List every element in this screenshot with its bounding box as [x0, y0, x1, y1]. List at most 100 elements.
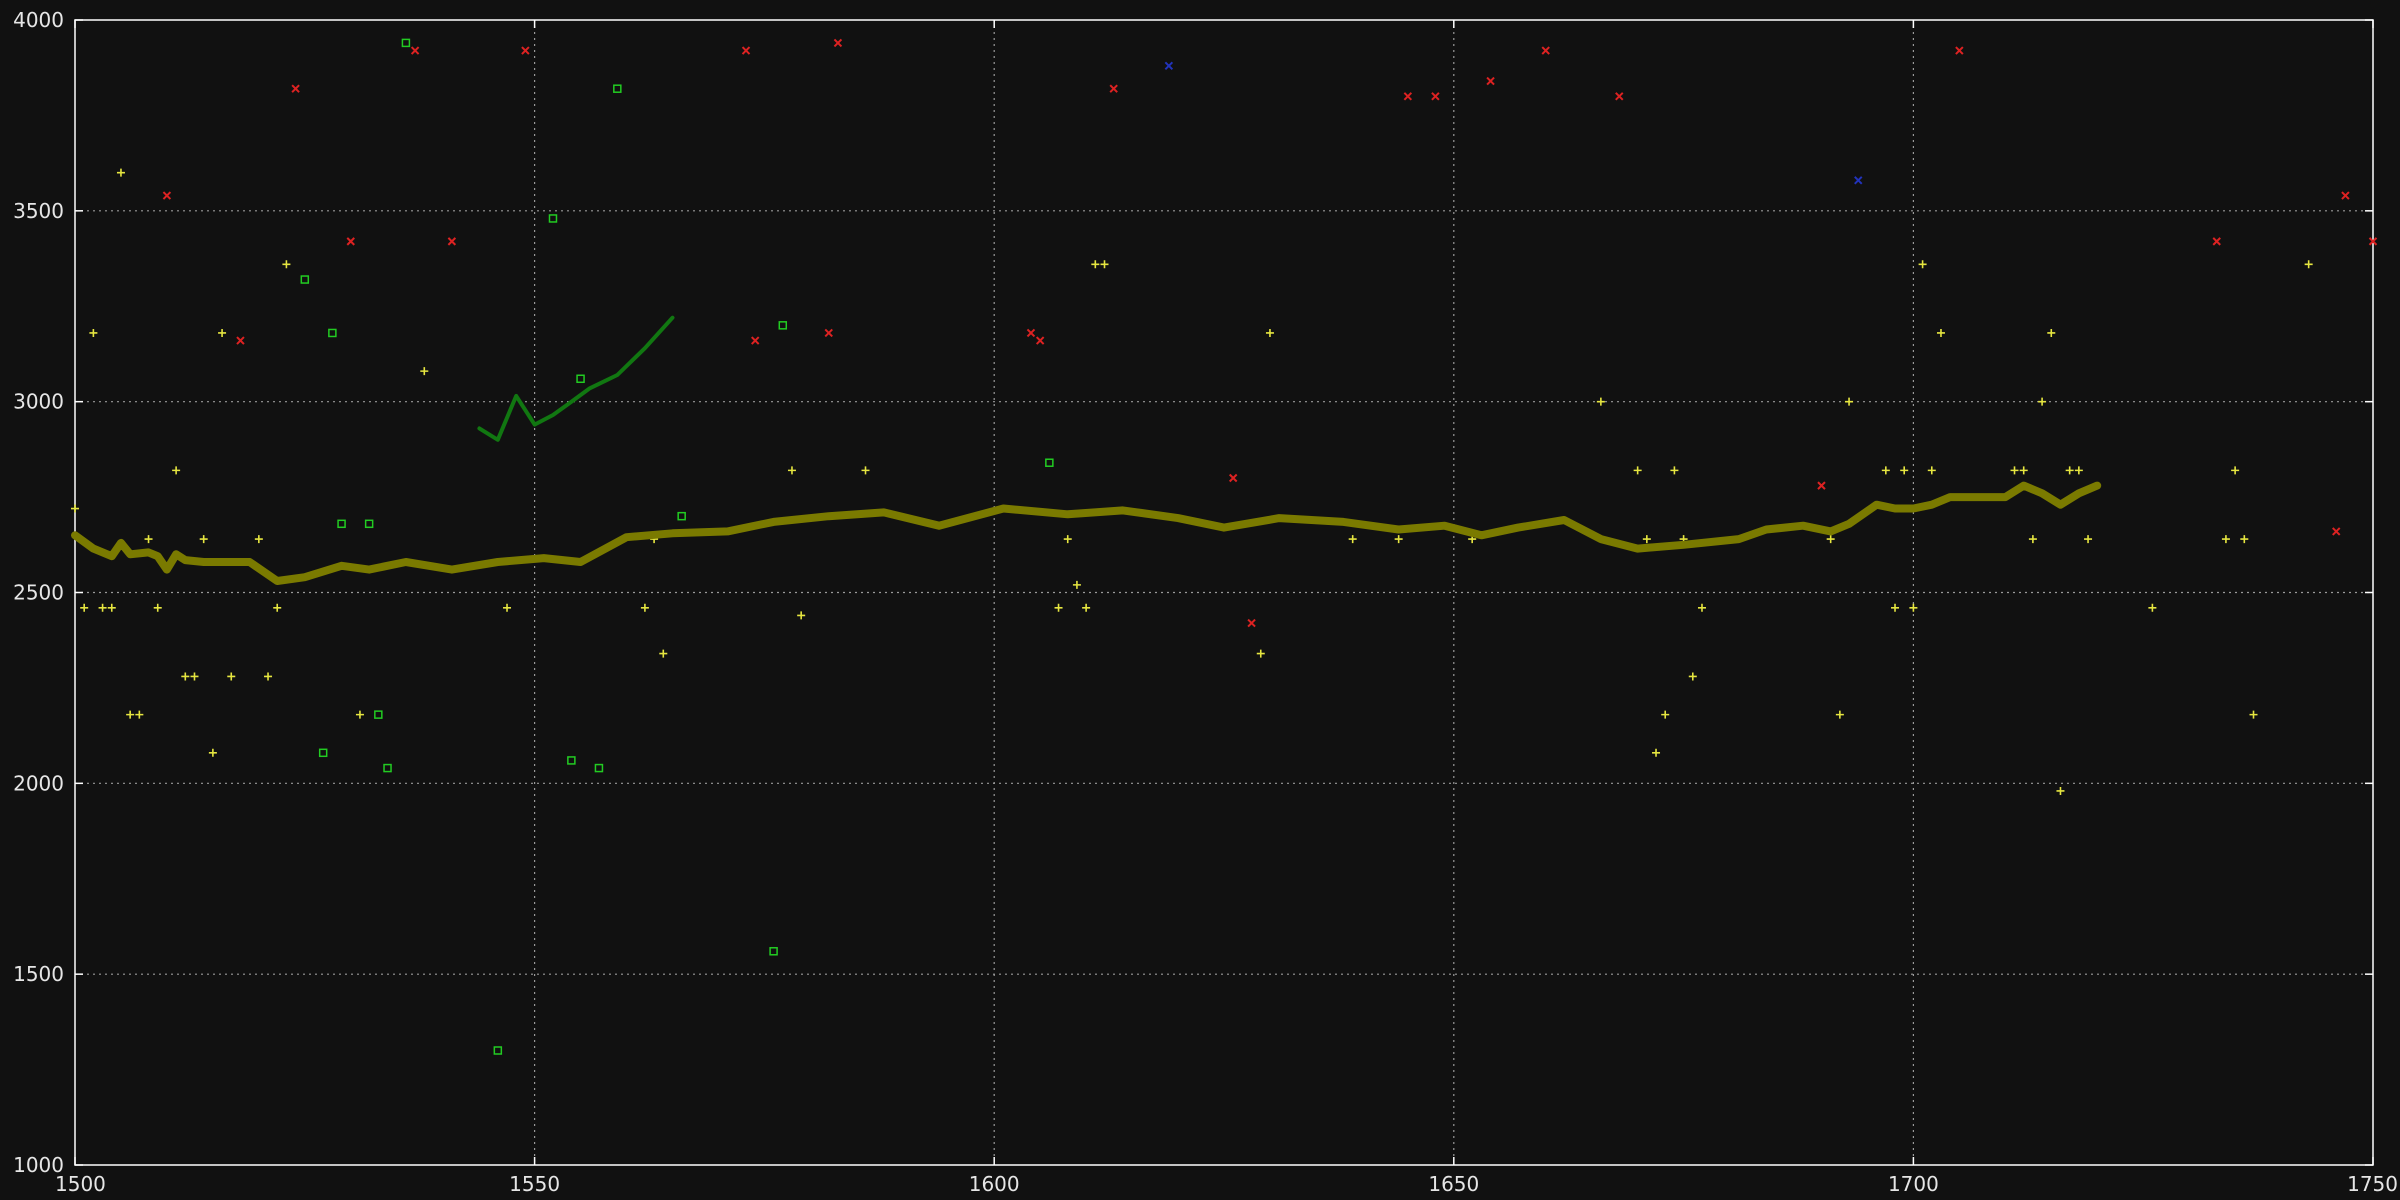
plus-marker [98, 603, 107, 612]
cross-marker [1854, 176, 1863, 185]
cross-marker [833, 38, 843, 48]
square-marker [594, 763, 604, 773]
cross-marker [1228, 473, 1238, 483]
cross-marker [410, 46, 420, 55]
square-marker [677, 511, 686, 521]
series-line [71, 481, 2102, 585]
plus-marker [1100, 260, 1109, 269]
cross-marker [1026, 328, 1036, 338]
plus-marker [264, 672, 273, 681]
cross-marker [1403, 92, 1413, 101]
plus-marker [1697, 603, 1706, 612]
square-marker [576, 374, 585, 384]
cross-marker [741, 46, 751, 55]
square-marker [374, 710, 383, 719]
plus-marker [126, 710, 135, 719]
cross-marker [1486, 76, 1495, 86]
cross-marker [2332, 527, 2341, 536]
square-marker [364, 519, 374, 529]
cross-marker [162, 191, 172, 200]
series-line [477, 315, 675, 442]
plus-marker [1661, 710, 1670, 719]
square-marker [383, 763, 392, 773]
cross-marker [1955, 46, 1964, 55]
plus-marker [2019, 466, 2028, 475]
plus-marker [1082, 603, 1091, 612]
cross-marker [1109, 84, 1118, 93]
cross-marker [751, 336, 760, 345]
square-marker [300, 275, 310, 284]
tick-labels: 1500 1550 1600 1650 1700 17501000150020002500… [13, 8, 2398, 1196]
plus-marker [640, 603, 649, 612]
square-marker [778, 321, 788, 330]
plus-marker [1063, 535, 1072, 544]
x-tick-label: 1550 [509, 1172, 560, 1196]
plus-marker [2231, 466, 2240, 475]
plus-marker [787, 466, 796, 475]
plus-marker [227, 672, 236, 681]
y-tick-label: 2000 [13, 771, 64, 795]
square-marker [769, 947, 778, 956]
cross-marker [1615, 92, 1624, 101]
plus-marker [1688, 672, 1697, 681]
cross-marker [346, 237, 355, 246]
plus-marker [2304, 260, 2313, 269]
plus-marker [1826, 535, 1835, 544]
plus-marker [135, 710, 144, 719]
cross-marker [1247, 618, 1256, 628]
square-marker [548, 214, 558, 223]
plus-marker [172, 466, 181, 475]
plus-marker [1072, 580, 1081, 589]
plus-marker [2038, 397, 2047, 406]
square-marker [337, 519, 346, 529]
plus-marker [1909, 603, 1918, 612]
plus-marker [1936, 328, 1945, 337]
y-tick-label: 2500 [13, 581, 64, 605]
plus-marker [1835, 710, 1844, 719]
plus-marker [199, 535, 208, 544]
plus-marker [861, 466, 870, 475]
cross-marker [1541, 46, 1550, 55]
plus-marker [1633, 466, 1642, 475]
plus-marker [144, 535, 153, 544]
plus-marker [1900, 466, 1909, 475]
cross-marker [1035, 336, 1045, 345]
plus-marker [2010, 466, 2019, 475]
plus-marker [420, 367, 429, 376]
plus-marker [659, 649, 668, 658]
plus-marker [355, 710, 364, 719]
plus-marker [1670, 466, 1679, 475]
cross-marker [447, 237, 457, 246]
plot-border [74, 19, 2374, 1166]
plus-marker [2240, 535, 2249, 544]
x-tick-label: 1650 [1428, 1172, 1479, 1196]
square-marker [567, 756, 576, 765]
cross-marker [2341, 191, 2350, 200]
x-tick-label: 1600 [969, 1172, 1020, 1196]
data-series [71, 38, 2378, 1055]
cross-marker [291, 84, 300, 93]
y-tick-label: 3000 [13, 390, 64, 414]
plus-marker [2074, 466, 2083, 475]
plus-marker [1652, 748, 1661, 757]
plus-marker [116, 168, 125, 177]
x-tick-label: 1500 [55, 1172, 106, 1196]
square-marker [401, 38, 411, 48]
square-marker [613, 84, 622, 93]
plus-marker [1348, 535, 1357, 544]
plus-marker [1596, 397, 1605, 406]
plus-marker [80, 603, 89, 612]
y-tick-label: 3500 [13, 199, 64, 223]
square-marker [493, 1046, 503, 1055]
plus-marker [2047, 328, 2056, 337]
plus-marker [1265, 328, 1274, 337]
cross-marker [2368, 237, 2378, 246]
cross-marker [824, 328, 833, 338]
plus-marker [1642, 535, 1651, 544]
square-marker [1045, 458, 1054, 467]
plus-marker [71, 504, 79, 513]
cross-marker [1431, 92, 1440, 101]
cross-marker [2212, 237, 2221, 246]
plus-marker [282, 260, 291, 269]
